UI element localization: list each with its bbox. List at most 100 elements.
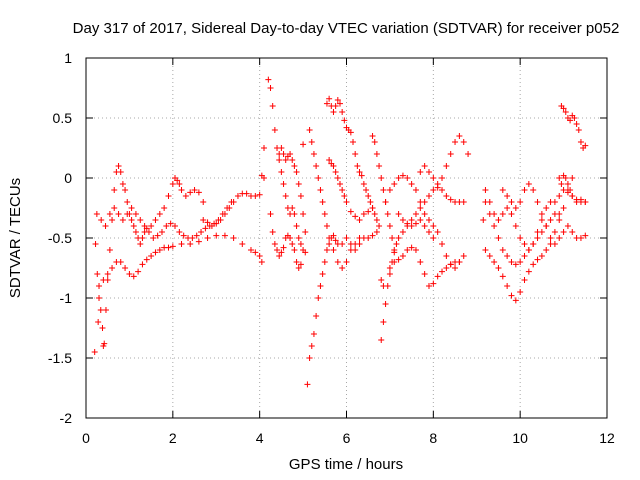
data-point [558,181,565,187]
data-point [145,229,152,235]
data-point [221,232,228,239]
data-point [204,235,211,241]
data-point [308,139,315,145]
data-point [439,187,446,193]
x-axis-label: GPS time / hours [289,456,403,473]
data-point [315,175,322,181]
data-point [421,163,428,169]
data-point [373,217,380,223]
data-point [115,211,122,217]
data-point [365,208,372,215]
data-point [122,265,129,271]
data-point [417,205,424,211]
data-point [430,175,437,181]
data-point [278,249,285,256]
data-point [291,247,298,253]
series-isolated-points [91,141,489,355]
data-point [323,223,330,229]
data-point [347,129,354,136]
data-point [543,247,550,253]
data-point [124,211,131,217]
data-point [408,223,415,229]
data-point [434,229,441,235]
series-track-a [92,163,207,347]
data-point [200,199,207,205]
data-point [378,277,385,283]
data-point [560,229,567,235]
data-point [417,199,424,205]
y-tick-label: -2 [60,410,73,426]
data-point [491,223,498,229]
data-point [119,181,126,187]
data-point [434,273,441,280]
data-point [569,175,576,181]
series-track-h [304,229,380,388]
data-point [117,259,124,265]
data-point [395,175,402,181]
data-point [200,217,207,223]
data-point [447,151,454,157]
data-point [276,253,283,259]
data-point [106,247,113,253]
data-point [564,223,571,229]
data-point [369,133,376,139]
data-point [323,100,330,107]
data-point [499,211,506,217]
data-point [556,175,563,181]
data-point [321,211,328,217]
data-point [439,241,446,247]
data-point [365,235,372,241]
data-point [512,261,519,268]
data-point [297,193,304,199]
data-point [169,243,176,250]
data-point [430,235,437,241]
data-point [371,139,378,145]
data-point [399,217,406,223]
data-point [447,196,454,203]
data-point [425,283,432,289]
data-point [465,151,472,157]
data-point [395,256,402,263]
data-point [317,283,324,289]
data-point [525,268,532,275]
data-point [334,97,341,103]
data-point [330,232,337,239]
data-point [369,232,376,239]
data-point [421,223,428,229]
data-point [226,205,233,211]
data-point [573,199,580,205]
data-point [547,235,554,241]
data-point [269,103,276,109]
data-point [308,343,315,349]
data-point [412,220,419,227]
series-track-p [417,133,472,187]
data-point [326,241,333,247]
data-point [421,271,428,277]
data-point [143,256,150,263]
data-point [382,199,389,205]
data-point [291,163,298,169]
data-point [534,256,541,263]
data-point [274,247,281,253]
data-point [430,187,437,193]
data-point [356,217,363,223]
data-point [460,199,467,205]
data-point [208,223,215,229]
data-point [330,109,337,115]
data-point [425,169,432,175]
data-point [443,253,450,259]
data-point [176,229,183,235]
data-point [412,247,419,253]
data-point [119,217,126,223]
data-point [425,193,432,199]
data-point [460,253,467,259]
data-point [326,235,333,241]
data-point [356,235,363,241]
data-point [252,193,259,199]
data-point [382,301,389,307]
data-point [575,127,582,133]
data-point [521,241,528,247]
data-point [300,141,307,148]
series-track-g [276,145,309,235]
